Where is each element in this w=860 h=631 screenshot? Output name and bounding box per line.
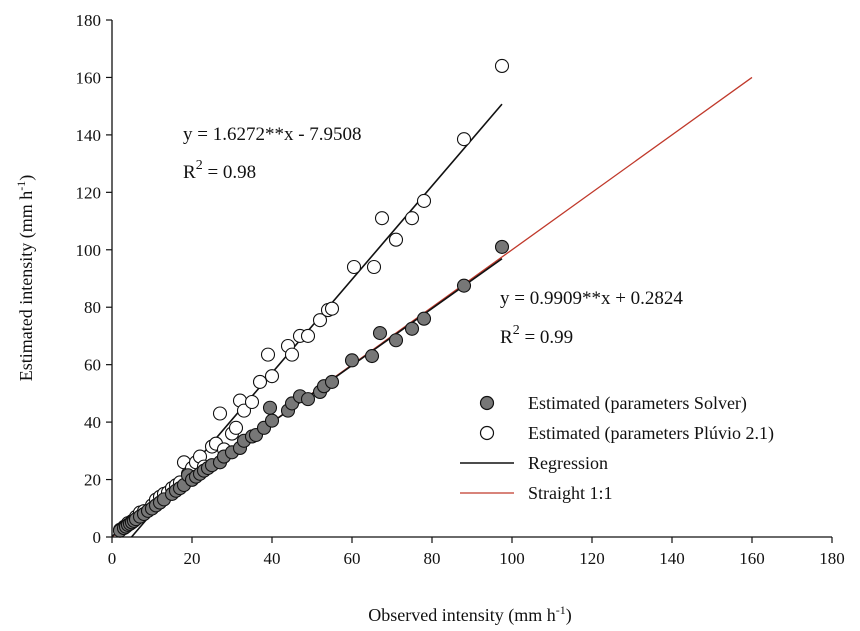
- equation-solver: y = 0.9909**x + 0.2824: [500, 288, 683, 309]
- point-solver: [324, 374, 340, 389]
- point-pluvio: [228, 420, 244, 435]
- point-pluvio: [456, 132, 472, 147]
- equation-pluvio: y = 1.6272**x - 7.9508: [183, 124, 362, 145]
- point-pluvio: [404, 211, 420, 226]
- point-solver: [404, 321, 420, 336]
- point-pluvio: [212, 406, 228, 421]
- point-pluvio: [374, 211, 390, 226]
- point-pluvio: [284, 347, 300, 362]
- point-solver: [364, 348, 380, 364]
- point-solver: [264, 413, 280, 428]
- x-tick-label: 140: [659, 549, 685, 568]
- x-axis-title: Observed intensity (mm h-1): [368, 603, 571, 626]
- y-tick-label: 0: [93, 528, 102, 547]
- y-tick-label: 40: [84, 413, 101, 432]
- point-solver: [456, 278, 472, 293]
- x-tick-label: 80: [424, 549, 441, 568]
- point-pluvio: [494, 58, 510, 74]
- legend-marker-pluvio: [479, 425, 495, 441]
- legend-label-straight: Straight 1:1: [528, 483, 613, 503]
- series-solver: [112, 239, 510, 538]
- x-tick-label: 160: [739, 549, 765, 568]
- point-pluvio: [366, 259, 382, 275]
- x-tick-label: 120: [579, 549, 605, 568]
- x-tick-label: 40: [264, 549, 281, 568]
- y-tick-label: 80: [84, 298, 101, 317]
- r2-pluvio: R2 = 0.98: [183, 158, 256, 183]
- annotation-solver: y = 0.9909**x + 0.2824 R2 = 0.99: [500, 288, 683, 348]
- plot-area: [111, 58, 753, 538]
- point-solver: [494, 239, 510, 254]
- point-solver: [300, 392, 316, 407]
- point-solver: [416, 311, 432, 326]
- point-solver: [372, 326, 388, 341]
- y-tick-label: 20: [84, 471, 101, 490]
- y-tick-label: 120: [76, 183, 102, 202]
- y-tick-label: 60: [84, 356, 101, 375]
- point-solver: [344, 353, 360, 368]
- legend: Estimated (parameters Solver) Estimated …: [460, 393, 774, 503]
- point-pluvio: [388, 232, 404, 247]
- point-solver: [262, 400, 278, 415]
- axes: 0 20 40 60 80 100 120 140 160 180 0 20 40 60 80 100 120…: [76, 11, 845, 568]
- legend-label-pluvio: Estimated (parameters Plúvio 2.1): [528, 423, 774, 444]
- point-pluvio: [252, 374, 268, 389]
- legend-label-solver: Estimated (parameters Solver): [528, 393, 747, 414]
- y-tick-label: 180: [76, 11, 102, 30]
- annotation-pluvio: y = 1.6272**x - 7.9508 R2 = 0.98: [183, 124, 362, 183]
- point-pluvio: [236, 403, 252, 418]
- point-pluvio: [244, 394, 260, 410]
- y-axis-title: Estimated intensity (mm h-1): [14, 175, 37, 381]
- point-pluvio: [324, 301, 340, 316]
- y-tick-label: 140: [76, 126, 102, 145]
- x-tick-label: 0: [108, 549, 117, 568]
- point-solver: [388, 333, 404, 348]
- y-ticks: 0 20 40 60 80 100 120 140 160 180: [76, 11, 112, 547]
- point-pluvio: [260, 347, 276, 362]
- legend-label-regression: Regression: [528, 453, 608, 473]
- r2-solver: R2 = 0.99: [500, 323, 573, 348]
- x-tick-label: 60: [344, 549, 361, 568]
- point-pluvio: [346, 259, 362, 275]
- point-pluvio: [300, 328, 316, 343]
- x-ticks: 0 20 40 60 80 100 120 140 160 180: [108, 537, 845, 568]
- point-pluvio: [416, 193, 432, 208]
- x-tick-label: 100: [499, 549, 525, 568]
- x-tick-label: 180: [819, 549, 845, 568]
- y-tick-label: 160: [76, 68, 102, 87]
- point-pluvio: [312, 313, 328, 328]
- point-pluvio: [264, 369, 280, 384]
- y-tick-label: 100: [76, 241, 102, 260]
- x-tick-label: 20: [184, 549, 201, 568]
- legend-marker-solver: [479, 395, 495, 411]
